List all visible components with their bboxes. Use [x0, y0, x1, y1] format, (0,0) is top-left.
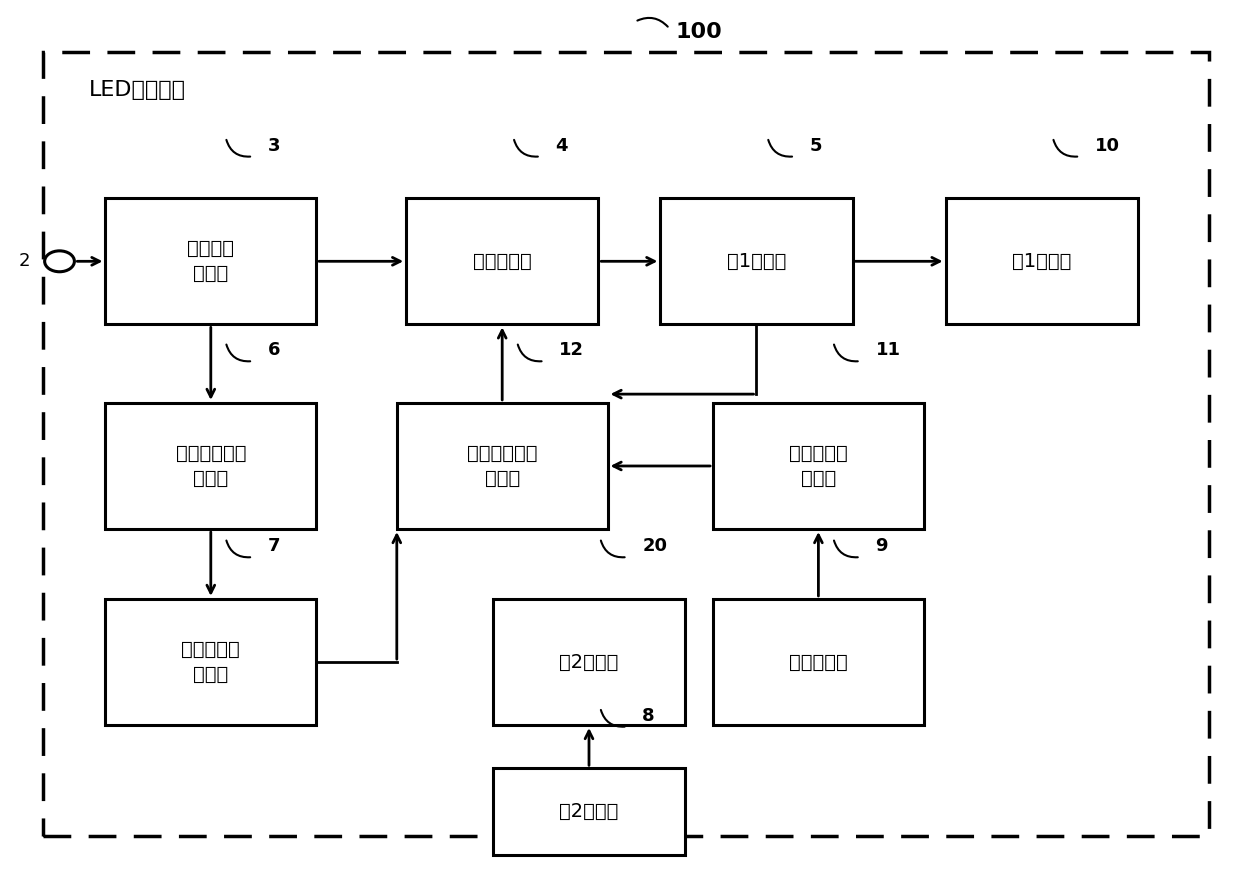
FancyArrowPatch shape	[601, 710, 625, 726]
Text: 2: 2	[19, 253, 30, 270]
Bar	[713, 402, 924, 529]
Bar	[492, 768, 684, 855]
Bar	[105, 402, 316, 529]
Text: 平均占空比
存储部: 平均占空比 存储部	[181, 640, 241, 684]
FancyArrowPatch shape	[515, 140, 538, 157]
FancyArrowPatch shape	[227, 541, 250, 557]
Text: LED显示装置: LED显示装置	[89, 80, 186, 100]
Bar	[105, 199, 316, 325]
Text: 9: 9	[875, 537, 888, 556]
Text: 影像信号
处理部: 影像信号 处理部	[187, 240, 234, 283]
Bar	[105, 599, 316, 725]
Text: 4: 4	[556, 137, 568, 155]
FancyArrowPatch shape	[769, 140, 792, 157]
Text: 8: 8	[642, 706, 655, 725]
Text: 亮度校正部: 亮度校正部	[472, 252, 532, 271]
Text: 亮度降低率
存储部: 亮度降低率 存储部	[789, 444, 848, 488]
Bar	[713, 599, 924, 725]
Text: 第1驱动部: 第1驱动部	[727, 252, 786, 271]
Text: 20: 20	[642, 537, 667, 556]
Text: 第2驱动部: 第2驱动部	[559, 802, 619, 821]
FancyArrowPatch shape	[601, 541, 625, 557]
Text: 亮度测定部: 亮度测定部	[789, 652, 848, 672]
Bar	[492, 599, 684, 725]
Text: 100: 100	[676, 22, 723, 42]
Text: 12: 12	[559, 341, 584, 359]
FancyArrowPatch shape	[518, 345, 542, 361]
FancyArrowPatch shape	[637, 18, 668, 27]
FancyArrowPatch shape	[835, 541, 858, 557]
Text: 亮度校正系数
计算部: 亮度校正系数 计算部	[467, 444, 537, 488]
FancyArrowPatch shape	[835, 345, 858, 361]
FancyArrowPatch shape	[227, 345, 250, 361]
Text: 7: 7	[268, 537, 280, 556]
Text: 3: 3	[268, 137, 280, 155]
Text: 11: 11	[875, 341, 900, 359]
Text: 10: 10	[1095, 137, 1120, 155]
Bar	[407, 199, 599, 325]
Text: 5: 5	[810, 137, 822, 155]
Text: 累计点亮时间
估计部: 累计点亮时间 估计部	[176, 444, 246, 488]
Text: 6: 6	[268, 341, 280, 359]
Bar	[945, 199, 1138, 325]
Text: 第2显示部: 第2显示部	[559, 652, 619, 672]
Bar	[397, 402, 608, 529]
FancyArrowPatch shape	[1054, 140, 1078, 157]
Text: 第1显示部: 第1显示部	[1012, 252, 1071, 271]
Bar	[660, 199, 853, 325]
FancyArrowPatch shape	[227, 140, 250, 157]
